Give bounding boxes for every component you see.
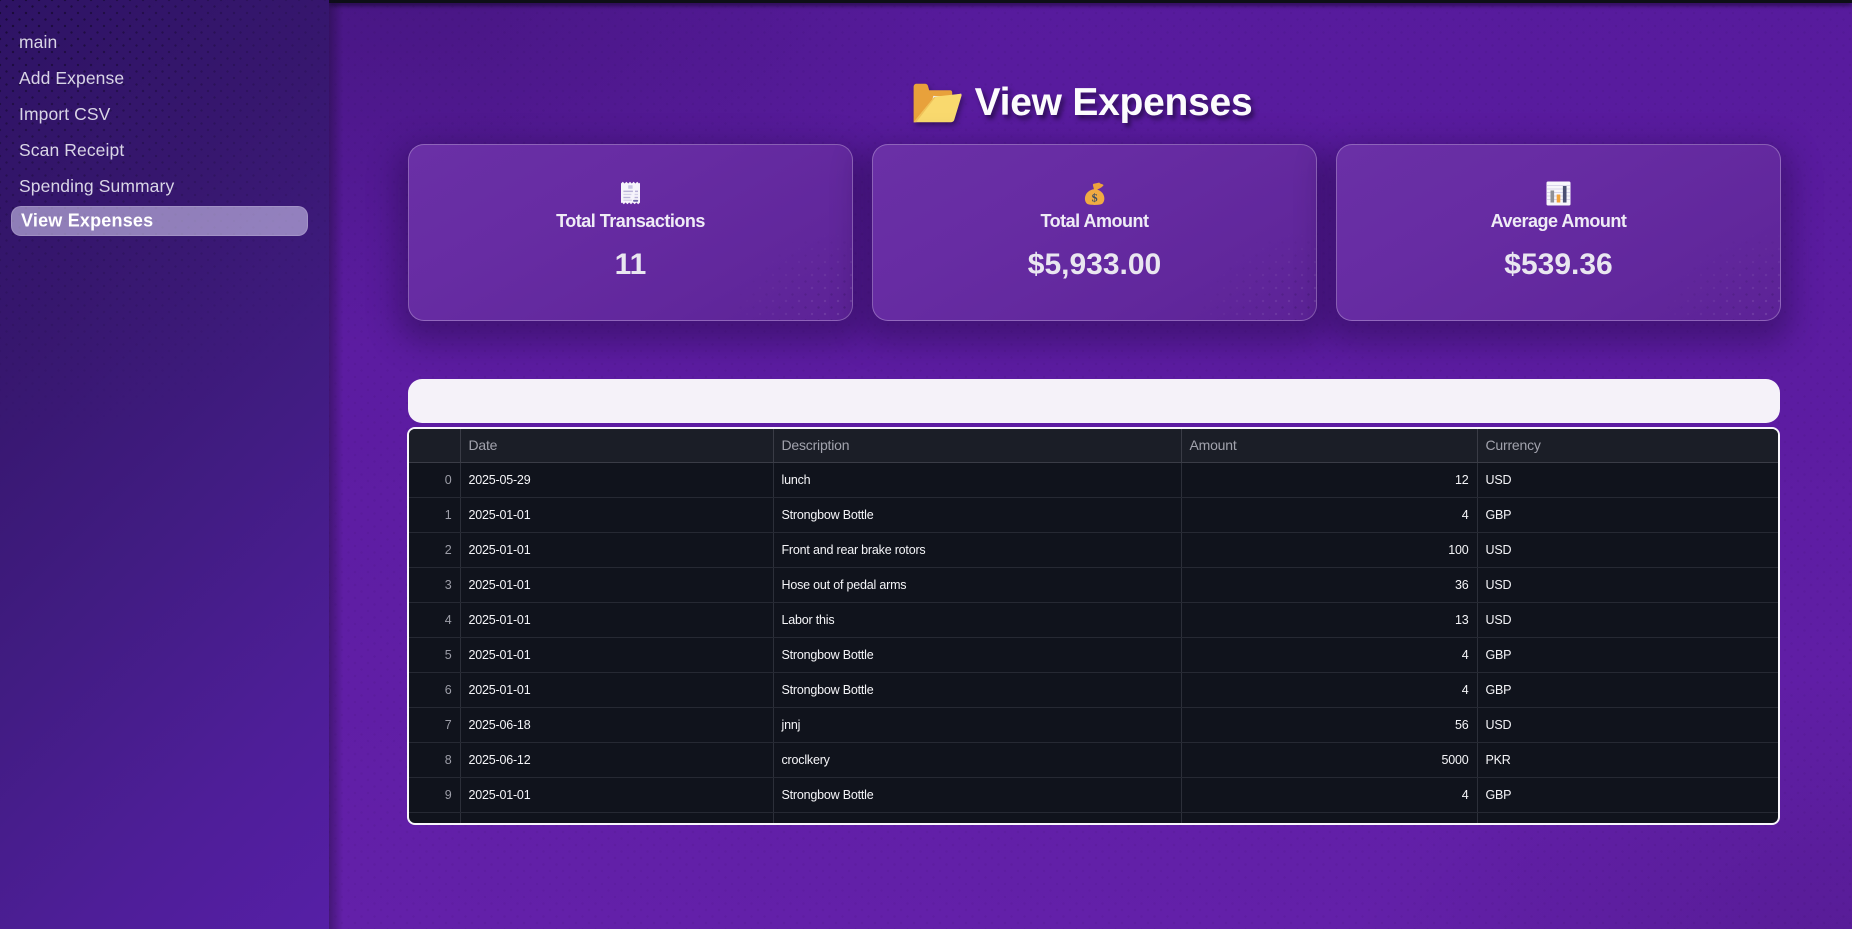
svg-text:$: $ — [1091, 190, 1097, 204]
